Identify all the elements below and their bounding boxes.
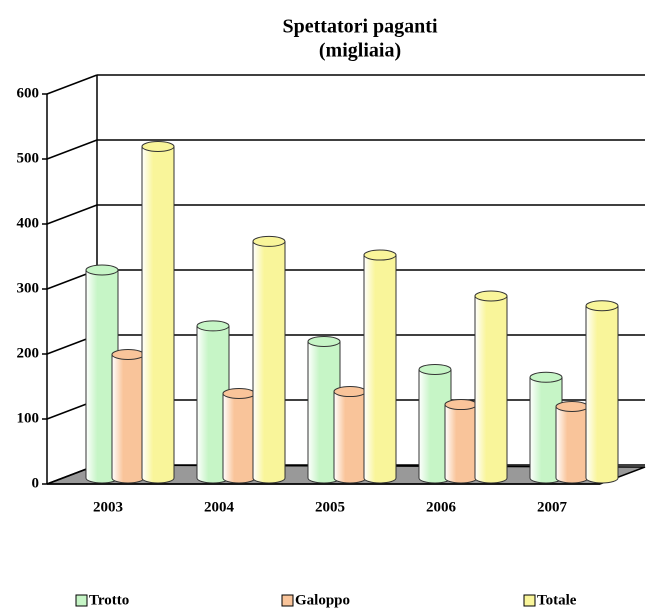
grid-line-side xyxy=(46,204,98,225)
legend-swatch xyxy=(75,594,88,607)
cylinder-top xyxy=(585,300,619,312)
cylinder-top xyxy=(444,399,478,411)
bar xyxy=(475,296,507,478)
cylinder-top xyxy=(252,235,286,247)
cylinder-top xyxy=(307,336,341,347)
grid-line-side xyxy=(46,74,98,95)
cylinder-top xyxy=(111,349,145,360)
y-tick-label: 600 xyxy=(17,85,40,101)
cylinder xyxy=(585,300,619,484)
x-tick-label: 2006 xyxy=(426,499,457,515)
cylinder xyxy=(363,249,397,484)
y-tick-label: 0 xyxy=(32,475,40,491)
bar xyxy=(445,404,477,478)
cylinder xyxy=(555,401,589,484)
y-tick-label: 500 xyxy=(17,150,40,166)
x-tick-label: 2004 xyxy=(204,499,235,515)
cylinder xyxy=(222,388,256,484)
cylinder-top xyxy=(529,371,563,383)
x-tick-label: 2007 xyxy=(537,499,568,515)
chart-subtitle: (migliaia) xyxy=(319,40,401,62)
chart-title: Spettatori paganti xyxy=(283,16,438,38)
cylinder-top xyxy=(85,264,119,276)
legend-swatch xyxy=(281,594,294,607)
legend-swatch xyxy=(523,594,536,607)
grid-line-side xyxy=(46,139,98,160)
cylinder-top xyxy=(363,249,397,261)
y-tick-label: 300 xyxy=(17,280,40,296)
cylinder xyxy=(111,349,145,484)
legend-label: Totale xyxy=(537,592,577,608)
bar xyxy=(112,354,144,478)
cylinder xyxy=(141,141,175,484)
bar xyxy=(586,305,618,478)
cylinder-top xyxy=(141,141,175,152)
cylinder-top xyxy=(222,388,256,399)
bar xyxy=(142,146,174,478)
y-tick-label: 100 xyxy=(17,410,40,426)
legend-label: Trotto xyxy=(89,592,129,608)
cylinder xyxy=(252,235,286,484)
cylinder-top xyxy=(474,290,508,302)
cylinder xyxy=(444,399,478,484)
y-tick-label: 400 xyxy=(17,215,40,231)
cylinder-top xyxy=(555,401,589,412)
x-tick-label: 2005 xyxy=(315,499,345,515)
bar xyxy=(223,393,255,478)
cylinder-top xyxy=(196,320,230,332)
cylinder xyxy=(333,386,367,484)
cylinder xyxy=(474,290,508,484)
x-tick-label: 2003 xyxy=(93,499,123,515)
bar xyxy=(364,255,396,478)
bar xyxy=(334,391,366,478)
bar xyxy=(253,241,285,478)
cylinder-top xyxy=(333,386,367,398)
bar xyxy=(556,406,588,478)
legend-label: Galoppo xyxy=(295,592,350,608)
y-tick-label: 200 xyxy=(17,345,40,361)
cylinder-top xyxy=(418,363,452,375)
